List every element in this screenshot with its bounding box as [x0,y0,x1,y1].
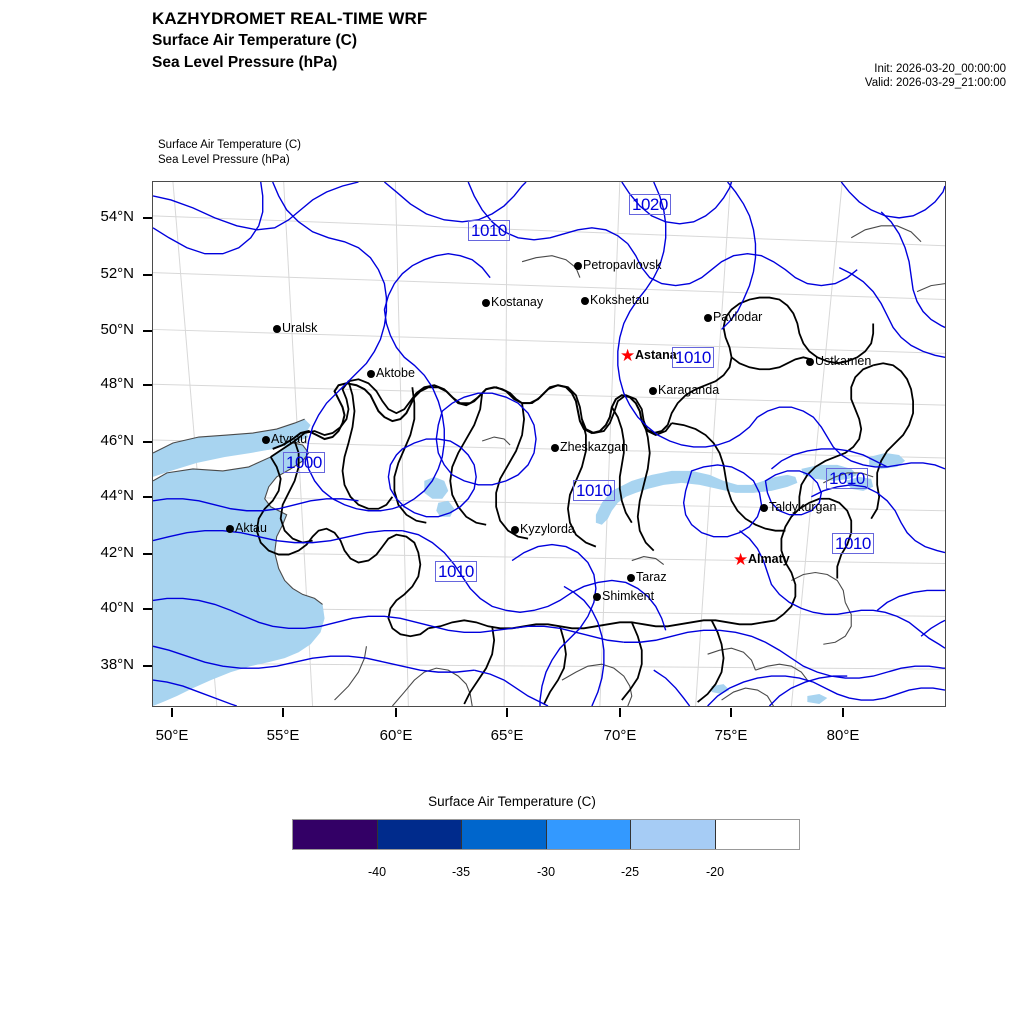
y-axis-tick [143,553,152,555]
y-axis-tick-label: 44°N [100,487,134,504]
y-axis-tick [143,217,152,219]
x-axis-tick-label: 55°E [266,727,300,744]
panel-caption-pressure: Sea Level Pressure (hPa) [158,153,290,166]
colorbar-title: Surface Air Temperature (C) [428,794,596,809]
y-axis-tick [143,665,152,667]
colorbar-swatch [715,820,799,849]
map-plot-area[interactable] [152,181,946,707]
x-axis-tick [506,708,508,717]
x-axis-tick [842,708,844,717]
colorbar-tick-label: -35 [451,865,471,879]
header-title-block: KAZHYDROMET REAL-TIME WRF Surface Air Te… [152,8,427,74]
x-axis-tick-label: 80°E [826,727,860,744]
x-axis-tick [395,708,397,717]
neighbour-borders [153,225,945,706]
isobar-contours [153,182,945,706]
x-axis-tick [171,708,173,717]
water-bodies [153,419,906,706]
colorbar-tick-label: -30 [536,865,556,879]
y-axis-tick-label: 48°N [100,375,134,392]
x-axis-tick-label: 65°E [490,727,524,744]
oblast-borders [255,296,914,705]
isobar-label: 1010 [826,468,868,489]
page-title: KAZHYDROMET REAL-TIME WRF [152,9,428,28]
forecast-time-block: Init: 2026-03-20_00:00:00 Valid: 2026-03… [865,62,1006,90]
map-graphics [153,182,945,706]
y-axis-tick [143,496,152,498]
x-axis-tick-label: 70°E [603,727,637,744]
page-subtitle-pressure: Sea Level Pressure (hPa) [152,54,338,71]
colorbar-swatch [462,820,547,849]
isobar-label: 1020 [629,194,671,215]
y-axis-tick-label: 40°N [100,599,134,616]
colorbar-swatch [546,820,631,849]
y-axis-tick-label: 42°N [100,544,134,561]
y-axis-tick-label: 52°N [100,265,134,282]
x-axis-tick [282,708,284,717]
temperature-colorbar[interactable] [292,819,800,850]
x-axis-tick-label: 75°E [714,727,748,744]
y-axis-tick [143,441,152,443]
isobar-label: 1010 [672,347,714,368]
init-time-label: Init: 2026-03-20_00:00:00 [874,63,1006,75]
isobar-label: 1010 [435,561,477,582]
x-axis-tick [730,708,732,717]
x-axis-tick-label: 60°E [379,727,413,744]
y-axis-tick [143,384,152,386]
y-axis-tick-label: 38°N [100,656,134,673]
colorbar-tick-label: -40 [367,865,387,879]
x-axis-tick [619,708,621,717]
valid-time-label: Valid: 2026-03-29_21:00:00 [864,77,1006,89]
y-axis-tick [143,330,152,332]
panel-caption: Surface Air Temperature (C) Sea Level Pr… [158,138,301,167]
isobar-label: 1010 [832,533,874,554]
panel-caption-temperature: Surface Air Temperature (C) [158,139,301,151]
y-axis-tick-label: 50°N [100,321,134,338]
y-axis-tick [143,274,152,276]
colorbar-tick-label: -20 [705,865,725,879]
page-subtitle-temperature: Surface Air Temperature (C) [152,32,357,49]
isobar-label: 1010 [468,220,510,241]
isobar-label: 1010 [573,480,615,501]
colorbar-swatch [631,820,716,849]
isobar-label: 1000 [283,452,325,473]
colorbar-tick-label: -25 [620,865,640,879]
y-axis-tick [143,608,152,610]
y-axis-tick-label: 54°N [100,208,134,225]
colorbar-swatch [377,820,462,849]
x-axis-tick-label: 50°E [155,727,189,744]
colorbar-swatch [293,820,378,849]
y-axis-tick-label: 46°N [100,432,134,449]
